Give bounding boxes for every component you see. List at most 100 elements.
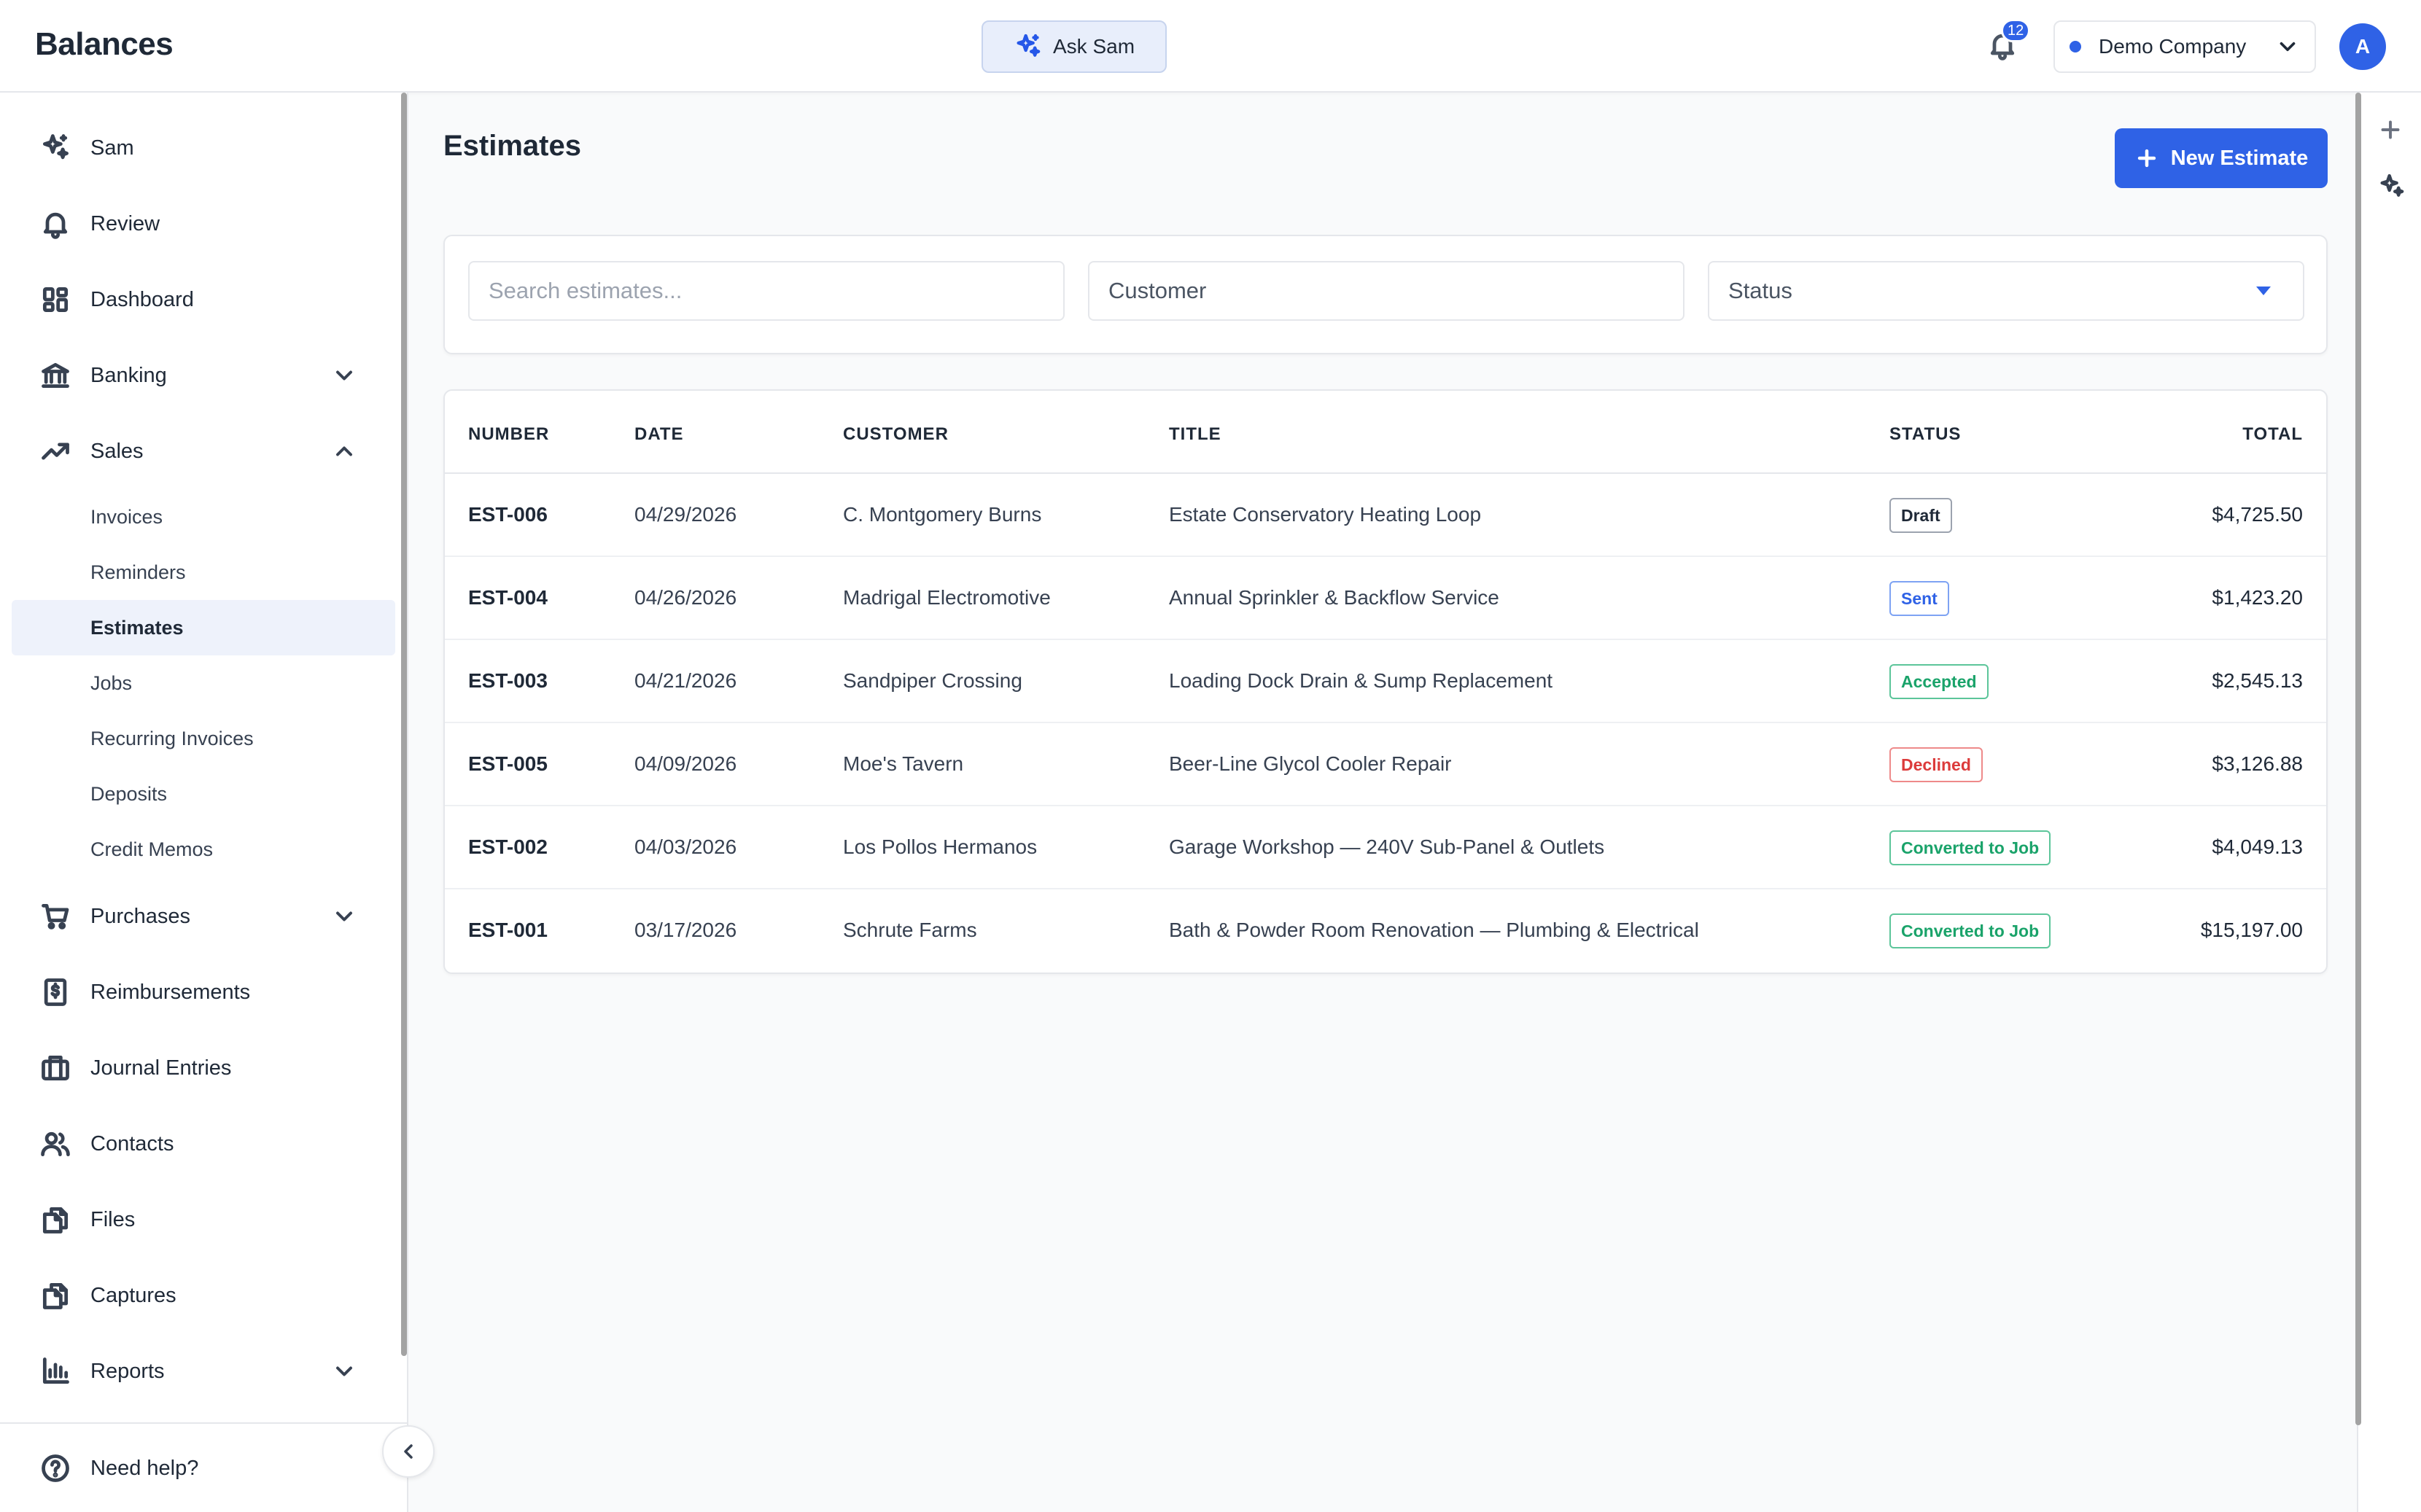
cell-title: Loading Dock Drain & Sump Replacement (1169, 669, 1553, 692)
sidebar-item-label: Reports (90, 1359, 165, 1383)
dashboard-icon (39, 284, 71, 316)
status-filter-label: Status (1728, 278, 1792, 303)
search-input[interactable] (468, 261, 1065, 321)
app-title: Balances (35, 26, 174, 62)
sidebar-subitem-credit-memos[interactable]: Credit Memos (90, 838, 214, 860)
bank-icon (39, 359, 71, 391)
sidebar-item-label: Review (90, 211, 160, 235)
sidebar-item-reports[interactable]: Reports (12, 1344, 395, 1399)
cell-title: Estate Conservatory Heating Loop (1169, 503, 1482, 526)
rail-sam-button[interactable] (2377, 172, 2406, 201)
sidebar-subitem-reminders[interactable]: Reminders (90, 561, 186, 583)
chevron-left-icon (397, 1440, 420, 1463)
notification-count-badge: 12 (2001, 19, 2031, 42)
cell-customer: Madrigal Electromotive (843, 586, 1051, 609)
plus-icon (2134, 146, 2159, 171)
sidebar-item-label: Sales (90, 439, 144, 463)
sidebar-item-reimbursements[interactable]: Reimbursements (12, 965, 395, 1020)
cell-date: 04/29/2026 (634, 503, 737, 526)
ask-sam-button[interactable]: Ask Sam (982, 20, 1167, 73)
sparkles-icon (1014, 32, 1043, 61)
cell-total: $3,126.88 (2212, 752, 2303, 775)
sidebar-item-contacts[interactable]: Contacts (12, 1116, 395, 1172)
journal-icon (39, 1052, 71, 1084)
sidebar-item-label: Need help? (90, 1456, 199, 1480)
column-header-number[interactable]: NUMBER (468, 424, 550, 444)
cell-date: 04/03/2026 (634, 835, 737, 858)
column-header-status[interactable]: STATUS (1889, 424, 1962, 444)
cell-total: $1,423.20 (2212, 586, 2303, 609)
sidebar-item-label: Contacts (90, 1131, 174, 1156)
cell-number: EST-005 (468, 752, 548, 775)
table-row[interactable]: EST-002 04/03/2026 Los Pollos Hermanos G… (445, 806, 2326, 889)
column-header-title[interactable]: TITLE (1169, 424, 1221, 444)
sidebar-subitem-jobs[interactable]: Jobs (90, 671, 133, 694)
sidebar-subitem-invoices[interactable]: Invoices (90, 505, 163, 528)
bar-chart-icon (39, 1355, 71, 1387)
sidebar-item-need-help[interactable]: Need help? (12, 1441, 395, 1496)
table-row[interactable]: EST-006 04/29/2026 C. Montgomery Burns E… (445, 474, 2326, 557)
cell-customer: C. Montgomery Burns (843, 503, 1042, 526)
sidebar-subitem-estimates[interactable]: Estimates (12, 600, 395, 655)
collapse-sidebar-button[interactable] (382, 1425, 435, 1478)
sidebar-item-files[interactable]: Files (12, 1192, 395, 1247)
table-header: NUMBER DATE CUSTOMER TITLE STATUS TOTAL (445, 391, 2326, 474)
column-header-customer[interactable]: CUSTOMER (843, 424, 949, 444)
sidebar: Sam Review Dashboard Banking Sales Invoi… (0, 93, 408, 1512)
sidebar-item-banking[interactable]: Banking (12, 348, 395, 403)
cell-total: $4,725.50 (2212, 503, 2303, 526)
sidebar-item-label: Banking (90, 363, 167, 387)
company-status-dot (2070, 41, 2081, 52)
new-estimate-button[interactable]: New Estimate (2115, 128, 2328, 188)
sidebar-subitem-deposits[interactable]: Deposits (90, 782, 168, 805)
sidebar-item-captures[interactable]: Captures (12, 1268, 395, 1323)
sidebar-scrollbar[interactable] (401, 93, 407, 1356)
sidebar-subitem-recurring-invoices[interactable]: Recurring Invoices (90, 727, 254, 749)
sparkles-icon (39, 132, 71, 164)
cart-icon (39, 900, 71, 932)
table-row[interactable]: EST-004 04/26/2026 Madrigal Electromotiv… (445, 557, 2326, 640)
sidebar-item-sam[interactable]: Sam (12, 120, 395, 176)
cell-number: EST-001 (468, 919, 548, 941)
sidebar-item-dashboard[interactable]: Dashboard (12, 272, 395, 327)
customer-filter-input[interactable] (1088, 261, 1684, 321)
sidebar-item-review[interactable]: Review (12, 196, 395, 252)
sparkles-icon (2377, 172, 2406, 201)
table-row[interactable]: EST-005 04/09/2026 Moe's Tavern Beer-Lin… (445, 723, 2326, 806)
rail-add-button[interactable] (2377, 117, 2406, 146)
cell-customer: Sandpiper Crossing (843, 669, 1022, 692)
status-badge: Converted to Job (1889, 913, 2051, 948)
user-avatar[interactable]: A (2339, 23, 2386, 70)
sidebar-item-purchases[interactable]: Purchases (12, 889, 395, 944)
chevron-down-icon (331, 362, 395, 389)
company-switcher[interactable]: Demo Company (2053, 20, 2316, 73)
column-header-date[interactable]: DATE (634, 424, 684, 444)
main-scrollbar[interactable] (2355, 93, 2361, 1425)
new-estimate-label: New Estimate (2170, 146, 2309, 170)
cell-total: $2,545.13 (2212, 669, 2303, 692)
help-circle-icon (39, 1452, 71, 1484)
cell-customer: Los Pollos Hermanos (843, 835, 1038, 858)
captures-icon (39, 1279, 71, 1312)
sidebar-item-label: Dashboard (90, 287, 194, 311)
receipt-dollar-icon (39, 976, 71, 1008)
cell-number: EST-003 (468, 669, 548, 692)
table-row[interactable]: EST-001 03/17/2026 Schrute Farms Bath & … (445, 889, 2326, 973)
chevron-down-icon (331, 1358, 395, 1384)
plus-icon (2377, 117, 2406, 143)
status-badge: Accepted (1889, 664, 1989, 699)
sidebar-item-label: Captures (90, 1283, 176, 1307)
sidebar-item-label: Sam (90, 136, 134, 160)
sidebar-item-label: Files (90, 1207, 136, 1231)
column-header-total[interactable]: TOTAL (2242, 424, 2303, 444)
sidebar-item-label: Journal Entries (90, 1056, 232, 1080)
sidebar-item-sales[interactable]: Sales (12, 424, 395, 479)
company-name: Demo Company (2099, 35, 2247, 58)
status-filter-select[interactable]: Status (1708, 261, 2304, 321)
sidebar-item-journal-entries[interactable]: Journal Entries (12, 1040, 395, 1096)
chevron-up-icon (331, 438, 395, 464)
bell-icon (39, 208, 71, 240)
trending-up-icon (39, 435, 71, 467)
table-row[interactable]: EST-003 04/21/2026 Sandpiper Crossing Lo… (445, 640, 2326, 723)
caret-down-icon (2256, 287, 2271, 295)
